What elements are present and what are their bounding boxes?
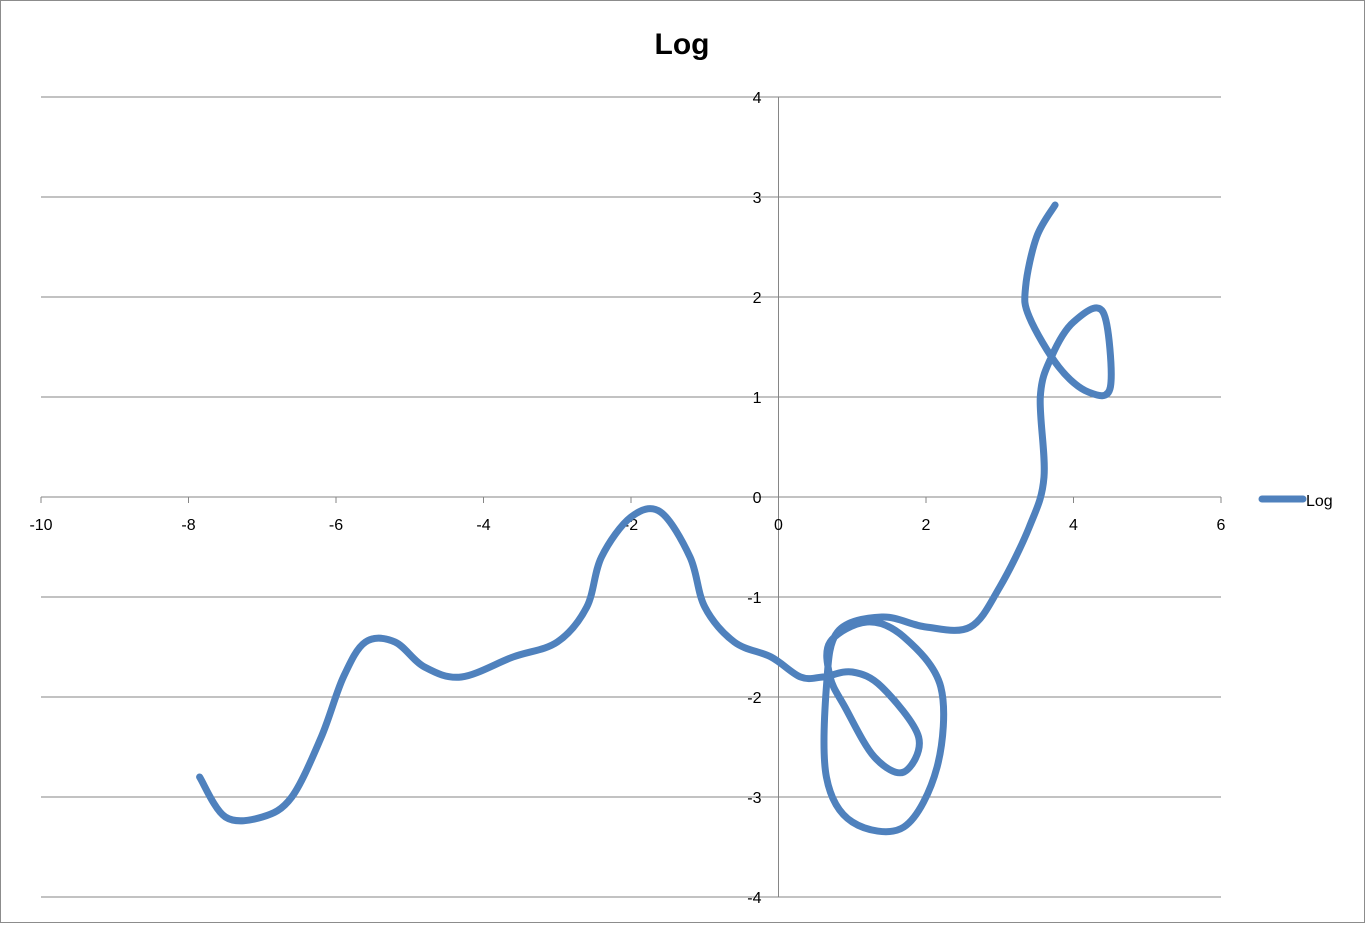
x-tick-label: -8: [181, 517, 195, 534]
y-tick-label: -1: [747, 590, 761, 607]
y-tick-label: -3: [747, 790, 761, 807]
y-tick-label: 3: [753, 190, 762, 207]
y-tick-label: -2: [747, 690, 761, 707]
axes: [40, 96, 1222, 898]
x-tick-label: -4: [476, 517, 490, 534]
x-tick-label: 0: [774, 517, 783, 534]
y-tick-label: 2: [753, 290, 762, 307]
y-tick-label: -4: [747, 890, 761, 907]
y-tick-label: 1: [753, 390, 762, 407]
y-tick-label: 0: [753, 490, 762, 507]
y-tick-label: 4: [753, 90, 762, 107]
x-tick-label: 6: [1217, 517, 1226, 534]
series-line-log: [196, 201, 1115, 836]
chart-title: Log: [654, 28, 710, 61]
x-tick-label: 2: [922, 517, 931, 534]
legend-label: Log: [1306, 493, 1333, 510]
x-tick-label: -6: [329, 517, 343, 534]
series-group: [196, 201, 1115, 836]
legend: Log: [1258, 493, 1333, 510]
x-tick-label: 4: [1069, 517, 1078, 534]
x-tick-label: -10: [29, 517, 52, 534]
